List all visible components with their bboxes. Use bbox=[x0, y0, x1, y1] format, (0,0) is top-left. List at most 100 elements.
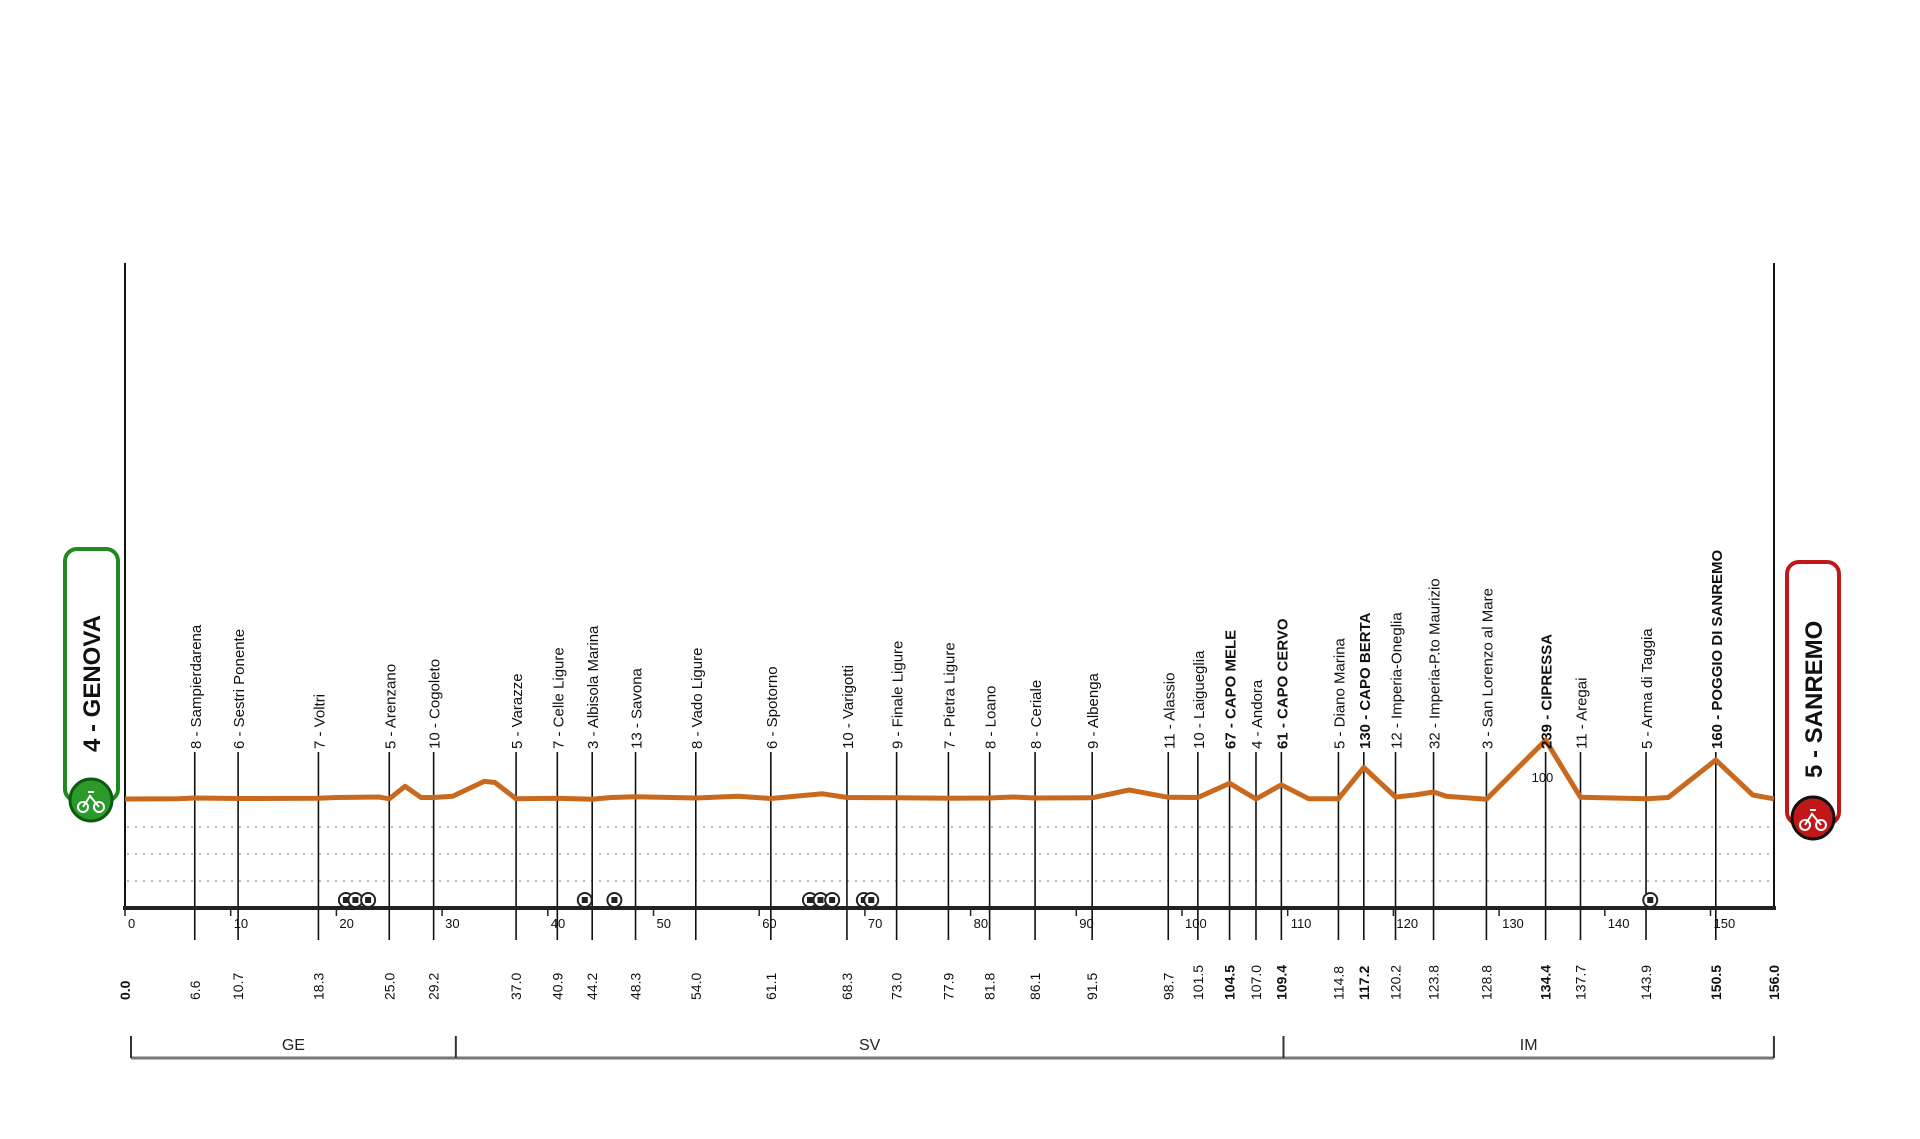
x-tick-label: 50 bbox=[657, 916, 671, 931]
marker-glyph bbox=[868, 897, 875, 903]
checkpoint-label: 5 - Arenzano bbox=[382, 664, 399, 749]
checkpoint-label: 67 - CAPO MELE bbox=[1223, 630, 1240, 749]
km-label: 37.0 bbox=[508, 973, 524, 1000]
marker-glyph bbox=[611, 897, 618, 903]
km-label: 10.7 bbox=[230, 973, 246, 1000]
x-tick-label: 30 bbox=[445, 916, 459, 931]
circle-marker-icon bbox=[576, 892, 593, 908]
km-label: 73.0 bbox=[889, 973, 905, 1000]
km-label: 86.1 bbox=[1027, 973, 1043, 1000]
checkpoint-label: 5 - Arma di Taggia bbox=[1639, 628, 1656, 749]
checkpoint-label: 6 - Sestri Ponente bbox=[231, 629, 248, 749]
start-label: 4 - GENOVA bbox=[79, 615, 106, 752]
checkpoint-label: 130 - CAPO BERTA bbox=[1357, 612, 1374, 749]
km-label: 48.3 bbox=[628, 973, 644, 1000]
checkpoint-label: 6 - Spotorno bbox=[764, 666, 781, 749]
x-tick-label: 80 bbox=[974, 916, 988, 931]
checkpoint-label: 7 - Pietra Ligure bbox=[941, 642, 958, 749]
km-labels: 6.6 10.7 18.3 25.0 29.2 37.0 40.9 44.2 48.3 54.0 6… bbox=[187, 965, 1724, 1000]
marker-glyph bbox=[581, 897, 588, 903]
checkpoint-label: 3 - San Lorenzo al Mare bbox=[1479, 588, 1496, 749]
checkpoint-label: 3 - Albisola Marina bbox=[585, 625, 602, 749]
km-label: 123.8 bbox=[1426, 965, 1442, 1000]
km-label: 117.2 bbox=[1356, 966, 1372, 1000]
checkpoint-label: 12 - Imperia-Oneglia bbox=[1389, 612, 1406, 749]
x-tick-label: 90 bbox=[1079, 916, 1093, 931]
checkpoint-label: 4 - Andora bbox=[1249, 679, 1266, 749]
checkpoint-label: 8 - Vado Ligure bbox=[689, 648, 706, 749]
x-tick-label: 100 bbox=[1185, 916, 1207, 931]
km-label: 18.3 bbox=[310, 973, 326, 1000]
checkpoint-label: 5 - Diano Marina bbox=[1331, 637, 1348, 749]
checkpoint-label: 7 - Celle Ligure bbox=[550, 647, 567, 749]
marker-glyph bbox=[365, 897, 372, 903]
x-tick-label: 150 bbox=[1714, 916, 1736, 931]
marker-glyph bbox=[342, 897, 349, 903]
marker-glyph bbox=[1647, 897, 1654, 903]
checkpoint-label: 11 - Alassio bbox=[1161, 673, 1178, 749]
km-label: 68.3 bbox=[839, 973, 855, 1000]
circle-marker-icon bbox=[824, 892, 841, 908]
marker-glyph bbox=[817, 897, 824, 903]
km-label: 143.9 bbox=[1638, 965, 1654, 1000]
x-tick-label: 130 bbox=[1502, 916, 1524, 931]
marker-glyph bbox=[352, 897, 359, 903]
checkpoint-label: 13 - Savona bbox=[629, 667, 646, 749]
km-label: 150.5 bbox=[1708, 965, 1724, 1000]
circle-marker-icon bbox=[863, 892, 880, 908]
grid bbox=[127, 826, 1772, 882]
km-label-finish: 156.0 bbox=[1766, 965, 1782, 1000]
x-tick-label: 20 bbox=[339, 916, 353, 931]
km-label: 25.0 bbox=[381, 973, 397, 1000]
x-axis-ticks: 0 10 20 30 40 50 60 70 80 90 100 110 120 130 140 150 bbox=[124, 908, 1736, 931]
checkpoint-label: 8 - Loano bbox=[983, 686, 1000, 749]
km-label: 40.9 bbox=[549, 973, 565, 1000]
km-label: 134.4 bbox=[1538, 965, 1554, 1000]
checkpoint-label: 5 - Varazze bbox=[509, 673, 526, 749]
km-label: 98.7 bbox=[1160, 973, 1176, 1000]
start-badge: 4 - GENOVA bbox=[63, 547, 120, 823]
checkpoint-label: 10 - Cogoleto bbox=[427, 659, 444, 749]
checkpoint-label: 7 - Voltri bbox=[311, 694, 328, 749]
checkpoint-label: 32 - Imperia-P.to Maurizio bbox=[1427, 578, 1444, 749]
x-tick-label: 40 bbox=[551, 916, 565, 931]
km-label: 91.5 bbox=[1084, 973, 1100, 1000]
region-label: SV bbox=[859, 1037, 881, 1054]
marker-glyph bbox=[806, 897, 813, 903]
km-label: 61.1 bbox=[763, 973, 779, 1000]
annotations: 100 bbox=[1532, 770, 1554, 785]
km-label: 114.8 bbox=[1330, 966, 1346, 1000]
km-label: 109.4 bbox=[1273, 965, 1289, 1000]
km-label: 6.6 bbox=[187, 980, 203, 1000]
elevation-profile-line bbox=[124, 737, 1775, 802]
checkpoint-label: 160 - POGGIO DI SANREMO bbox=[1709, 549, 1726, 749]
circle-marker-icon bbox=[606, 892, 623, 908]
checkpoint-label: 10 - Varigotti bbox=[840, 665, 857, 749]
x-tick-label: 70 bbox=[868, 916, 882, 931]
x-tick-label: 10 bbox=[234, 916, 248, 931]
checkpoint-label: 239 - CIPRESSA bbox=[1539, 634, 1556, 749]
x-tick-label: 120 bbox=[1396, 916, 1418, 931]
km-label: 81.8 bbox=[982, 973, 998, 1000]
checkpoint-label: 10 - Laigueglia bbox=[1191, 650, 1208, 749]
bicycle-finish-icon bbox=[1790, 795, 1836, 841]
checkpoint-labels: 8 - Sampierdarena 6 - Sestri Ponente 7 - V… bbox=[188, 549, 1726, 749]
x-tick-label: 110 bbox=[1291, 916, 1312, 931]
circle-marker-icon bbox=[1642, 892, 1659, 908]
km-label: 77.9 bbox=[940, 973, 956, 1000]
finish-badge: 5 - SANREMO bbox=[1785, 560, 1841, 841]
km-label: 128.8 bbox=[1478, 965, 1494, 1000]
region-label: GE bbox=[282, 1037, 305, 1054]
circle-marker-icon bbox=[360, 892, 377, 908]
region-bar: GE SV IM bbox=[130, 1036, 1775, 1060]
marker-glyph bbox=[829, 897, 836, 903]
km-label: 104.5 bbox=[1222, 965, 1238, 1000]
region-label: IM bbox=[1520, 1037, 1538, 1054]
km-label: 137.7 bbox=[1572, 965, 1588, 1000]
x-tick-label: 140 bbox=[1608, 916, 1630, 931]
finish-label: 5 - SANREMO bbox=[1801, 621, 1828, 778]
checkpoint-label: 61 - CAPO CERVO bbox=[1274, 618, 1291, 749]
km-label: 120.2 bbox=[1388, 965, 1404, 1000]
km-label-start: 0.0 bbox=[117, 980, 133, 1000]
